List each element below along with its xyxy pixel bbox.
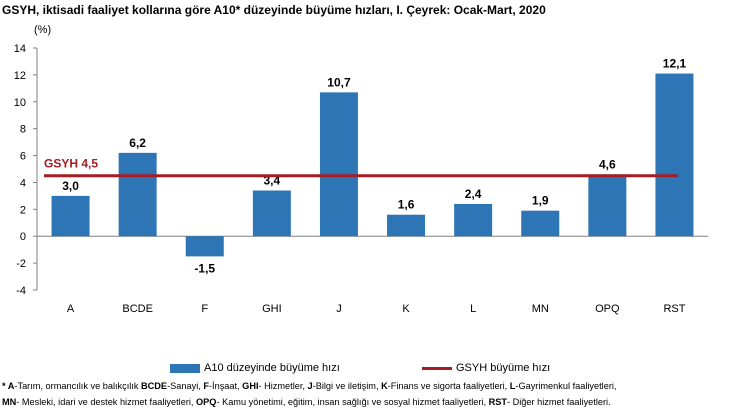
- bar-J: [319, 92, 358, 237]
- x-tick-label-MN: MN: [532, 303, 549, 315]
- footnote-text: -Bilgi ve iletişim,: [312, 381, 382, 391]
- footnote-code: F: [203, 381, 209, 391]
- bar-OPQ: [588, 174, 627, 237]
- bar-GHI: [252, 190, 291, 237]
- bar-chart: (%)-4-2024681012143,0A6,2BCDE-1,5F3,4GHI…: [14, 24, 708, 315]
- footnote-code: BCDE: [141, 381, 168, 391]
- y-tick-label: 2: [20, 204, 26, 216]
- footnote-line-1: * A-Tarım, ormancılık ve balıkçılık BCDE…: [2, 378, 734, 394]
- data-label-A: 3,0: [62, 179, 79, 193]
- x-tick-label-L: L: [470, 303, 476, 315]
- legend: A10 düzeyinde büyüme hızı GSYH büyüme hı…: [0, 360, 736, 378]
- data-label-K: 1,6: [398, 198, 415, 212]
- y-tick-label: 0: [20, 231, 26, 243]
- x-tick-label-A: A: [67, 303, 75, 315]
- y-unit-label: (%): [34, 24, 51, 36]
- footnote-code: OPQ: [196, 397, 217, 407]
- y-tick-label: 8: [20, 124, 26, 136]
- legend-line-label: GSYH büyüme hızı: [456, 362, 551, 374]
- footnote-code: * A: [2, 381, 15, 391]
- legend-line-swatch: [422, 366, 452, 370]
- y-tick-label: -2: [16, 258, 26, 270]
- footnote-code: K: [381, 381, 388, 391]
- data-label-MN: 1,9: [532, 194, 549, 208]
- bar-MN: [521, 210, 560, 237]
- footnote-code: L: [509, 381, 516, 391]
- data-label-J: 10,7: [327, 75, 351, 89]
- footnote-code: RST: [488, 397, 507, 407]
- data-label-F: -1,5: [194, 261, 215, 275]
- bar-RST: [655, 73, 694, 237]
- bar-L: [454, 203, 493, 237]
- legend-bar-label: A10 düzeyinde büyüme hızı: [204, 362, 340, 374]
- footnote-text: -Sanayi,: [167, 381, 204, 391]
- footnote-code: J: [307, 381, 313, 391]
- x-tick-label-RST: RST: [663, 303, 685, 315]
- data-label-RST: 12,1: [663, 57, 687, 71]
- legend-item-line: GSYH büyüme hızı: [422, 362, 550, 374]
- footnote-line-2: MN- Mesleki, idari ve destek hizmet faal…: [2, 394, 734, 410]
- x-tick-label-GHI: GHI: [262, 303, 282, 315]
- footnote-text: - Hizmetler,: [258, 381, 308, 391]
- y-tick-label: 14: [14, 43, 26, 55]
- y-tick-label: 6: [20, 151, 26, 163]
- bar-F: [185, 236, 224, 257]
- x-tick-label-OPQ: OPQ: [595, 303, 620, 315]
- footnote-text: -İnşaat,: [208, 381, 243, 391]
- y-tick-label: -4: [16, 285, 26, 297]
- bar-A: [51, 195, 90, 237]
- footnote-text: - Mesleki, idari ve destek hizmet faaliy…: [16, 397, 197, 407]
- y-tick-label: 4: [20, 177, 26, 189]
- y-tick-label: 10: [14, 97, 26, 109]
- footnote-code: GHI: [242, 381, 259, 391]
- y-tick-label: 12: [14, 70, 26, 82]
- footnote-text: -Finans ve sigorta faaliyetleri,: [387, 381, 510, 391]
- footnote-text: -Gayrimenkul faaliyetleri,: [515, 381, 617, 391]
- gsyh-reference-label: GSYH 4,5: [44, 157, 98, 171]
- x-tick-label-BCDE: BCDE: [122, 303, 153, 315]
- footnote: * A-Tarım, ormancılık ve balıkçılık BCDE…: [2, 378, 734, 410]
- footnote-text: - Kamu yönetimi, eğitim, insan sağlığı v…: [216, 397, 489, 407]
- footnote-text: -Tarım, ormancılık ve balıkçılık: [14, 381, 142, 391]
- data-label-OPQ: 4,6: [599, 157, 616, 171]
- legend-item-bars: A10 düzeyinde büyüme hızı: [170, 362, 340, 374]
- x-tick-label-K: K: [402, 303, 410, 315]
- x-tick-label-F: F: [201, 303, 208, 315]
- data-label-BCDE: 6,2: [129, 136, 146, 150]
- x-tick-label-J: J: [336, 303, 342, 315]
- bar-K: [387, 214, 426, 237]
- footnote-text: - Diğer hizmet faaliyetleri.: [507, 397, 611, 407]
- footnote-code: MN: [2, 397, 17, 407]
- chart-title: GSYH, iktisadi faaliyet kollarına göre A…: [2, 3, 546, 17]
- data-label-L: 2,4: [465, 187, 482, 201]
- legend-bar-swatch: [170, 363, 200, 373]
- bar-BCDE: [118, 152, 157, 237]
